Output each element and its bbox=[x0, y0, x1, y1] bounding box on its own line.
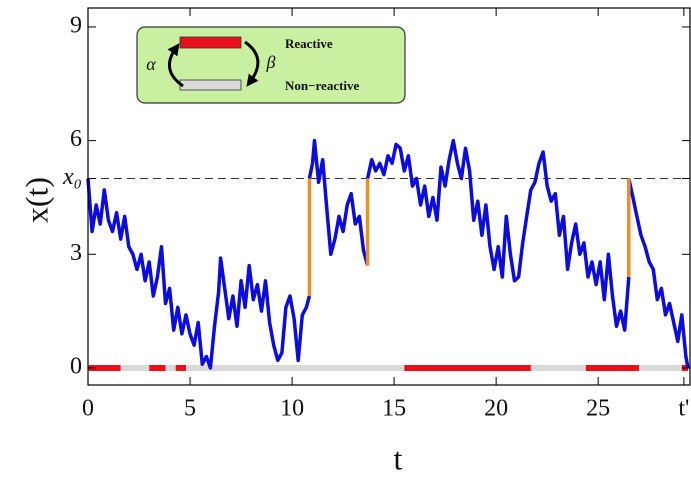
x-tick-label: 0 bbox=[82, 396, 94, 422]
nonreactive-label: Non−reactive bbox=[285, 78, 360, 93]
x-tick-label: 10 bbox=[280, 396, 304, 422]
x-tick-label: 15 bbox=[382, 396, 406, 422]
x-tick-label: 25 bbox=[586, 396, 610, 422]
x-tick-label: 5 bbox=[184, 396, 196, 422]
axes-frame bbox=[87, 7, 691, 386]
beta-label: β bbox=[266, 52, 276, 72]
plot-area: 0 5 10 15 20 25 t' 0 3 6 9 x₀ bbox=[62, 7, 691, 422]
arrow-alpha bbox=[167, 43, 184, 88]
x-tick-label: 20 bbox=[484, 396, 508, 422]
reactive-swatch bbox=[179, 36, 242, 49]
y-tick-label: 6 bbox=[70, 126, 82, 152]
arrow-beta bbox=[244, 40, 260, 87]
x-tick-label: t' bbox=[678, 396, 689, 422]
y-axis-label: x(t) bbox=[18, 177, 54, 223]
trajectory bbox=[86, 138, 690, 370]
y-tick-label: 3 bbox=[70, 240, 82, 266]
x-axis-label: t bbox=[394, 440, 403, 476]
reactive-label: Reactive bbox=[285, 36, 333, 51]
y-tick-label: 0 bbox=[70, 353, 82, 379]
alpha-label: α bbox=[146, 54, 156, 74]
y-tick-label: 9 bbox=[70, 12, 82, 38]
nonreactive-swatch bbox=[179, 79, 242, 91]
inset: α β Reactive Non−reactive bbox=[136, 26, 406, 104]
y-tick-label: x₀ bbox=[62, 164, 82, 190]
